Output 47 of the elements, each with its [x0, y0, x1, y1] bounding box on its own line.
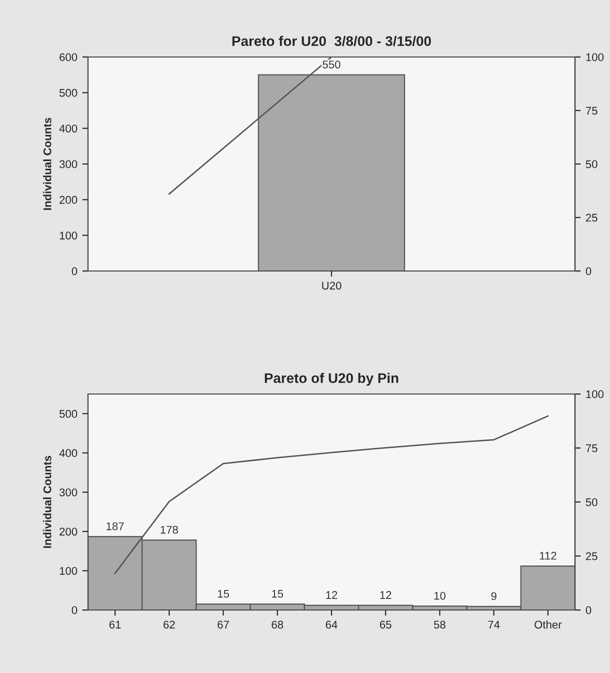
data-label: 9: [491, 592, 496, 600]
x-tick-label: Other: [534, 620, 562, 629]
y2-tick-label: 50: [586, 160, 598, 168]
y-tick-label: 100: [60, 566, 78, 575]
y-tick-label: 400: [59, 124, 78, 132]
y-tick-label: 300: [59, 160, 78, 168]
data-label: 15: [272, 590, 284, 598]
data-label: 550: [322, 60, 340, 68]
x-tick-label: 62: [164, 620, 175, 629]
chart-title: Pareto of U20 by Pin: [264, 372, 398, 386]
x-tick-label: 58: [434, 620, 446, 629]
y-tick-label: 100: [60, 232, 78, 240]
y-tick-label: 500: [59, 410, 78, 418]
y-tick-label: 200: [60, 528, 78, 536]
y2-tick-label: 50: [586, 498, 598, 506]
data-label: 15: [218, 590, 229, 598]
y-axis-title: Individual Counts: [43, 118, 52, 210]
data-label: 12: [380, 591, 392, 599]
chart-title: Pareto for U20 3/8/00 - 3/15/00: [232, 36, 431, 46]
data-label: 187: [106, 522, 124, 530]
y-axis-title: Individual Counts: [43, 456, 52, 548]
y-tick-label: 400: [59, 449, 78, 458]
y2-tick-label: 25: [586, 214, 598, 222]
y2-tick-label: 100: [586, 53, 604, 62]
y2-tick-label: 100: [586, 390, 604, 398]
data-label: 112: [540, 552, 556, 560]
x-tick-label: 65: [380, 620, 392, 629]
y2-tick-label: 0: [586, 267, 592, 276]
y-tick-label: 0: [72, 606, 78, 614]
data-label: 10: [434, 592, 446, 600]
x-tick-label: 67: [218, 620, 229, 629]
y-tick-label: 600: [60, 53, 78, 62]
x-tick-label: 68: [272, 620, 284, 629]
y2-tick-label: 0: [586, 606, 592, 614]
y2-tick-label: 75: [586, 444, 598, 452]
y-tick-label: 300: [59, 488, 78, 496]
y-tick-label: 200: [60, 196, 78, 204]
x-tick-label: 74: [488, 620, 500, 628]
data-label: 178: [160, 526, 178, 534]
y-tick-label: 0: [72, 267, 78, 276]
x-tick-label: 61: [109, 620, 121, 629]
x-tick-label: 64: [326, 620, 338, 629]
x-tick-label: U20: [322, 282, 342, 290]
y2-tick-label: 25: [586, 552, 598, 560]
data-label: 12: [326, 591, 338, 599]
y2-tick-label: 75: [586, 106, 598, 115]
y-tick-label: 500: [59, 88, 78, 97]
